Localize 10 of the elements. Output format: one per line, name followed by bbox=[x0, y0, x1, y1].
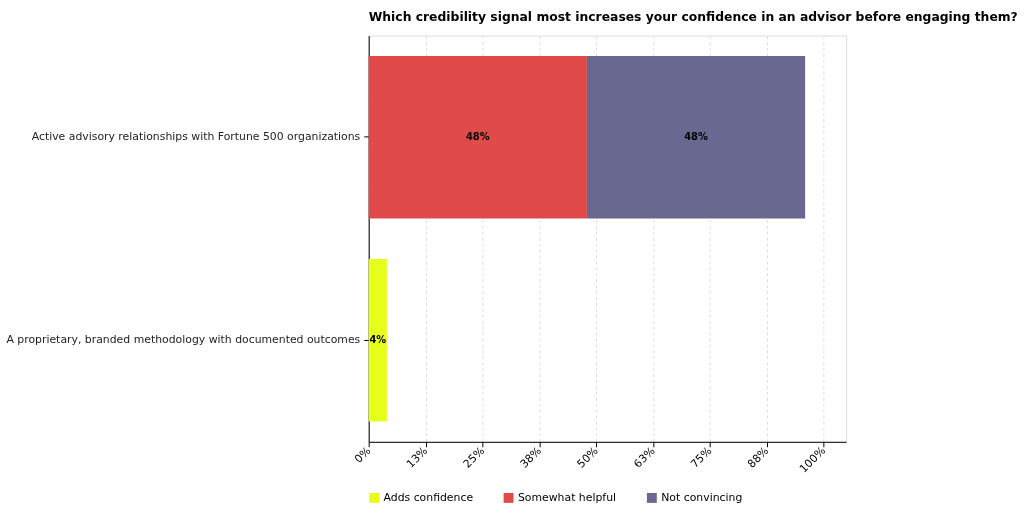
chart-title: Which credibility signal most increases your confidence in an advisor before engaging them? bbox=[368, 10, 1018, 25]
y-tick-label: A proprietary, branded methodology with documented outcomes bbox=[6, 333, 361, 347]
legend-label: Not convincing bbox=[661, 490, 743, 504]
y-tick-label: Active advisory relationships with Fortune 500 organizations bbox=[31, 130, 361, 144]
legend-label: Somewhat helpful bbox=[517, 490, 617, 504]
data-label: 4% bbox=[369, 334, 387, 346]
data-label: 48% bbox=[465, 131, 490, 143]
legend-label: Adds confidence bbox=[383, 490, 474, 504]
x-tick-label: 0% bbox=[352, 444, 374, 466]
data-label: 48% bbox=[684, 131, 708, 143]
